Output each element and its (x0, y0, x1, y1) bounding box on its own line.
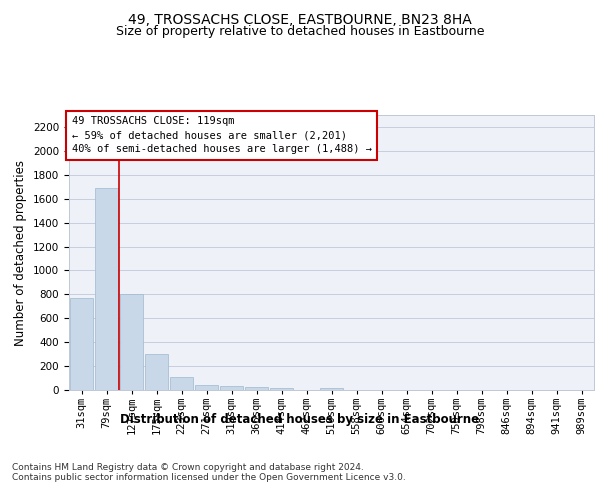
Bar (320, 388, 343, 390)
Bar (145, 354, 168, 390)
Bar (195, 384, 218, 390)
Text: 49 TROSSACHS CLOSE: 119sqm
← 59% of detached houses are smaller (2,201)
40% of s: 49 TROSSACHS CLOSE: 119sqm ← 59% of deta… (71, 116, 371, 154)
Bar (70, 298, 93, 390)
Bar (220, 386, 243, 390)
Text: Size of property relative to detached houses in Eastbourne: Size of property relative to detached ho… (116, 25, 484, 38)
Bar (270, 388, 293, 390)
Bar (95, 188, 118, 390)
Text: Contains HM Land Registry data © Crown copyright and database right 2024.
Contai: Contains HM Land Registry data © Crown c… (12, 462, 406, 482)
Text: Distribution of detached houses by size in Eastbourne: Distribution of detached houses by size … (121, 412, 479, 426)
Y-axis label: Number of detached properties: Number of detached properties (14, 160, 28, 346)
Bar (120, 294, 143, 390)
Bar (245, 387, 268, 390)
Text: 49, TROSSACHS CLOSE, EASTBOURNE, BN23 8HA: 49, TROSSACHS CLOSE, EASTBOURNE, BN23 8H… (128, 12, 472, 26)
Bar (170, 377, 193, 390)
